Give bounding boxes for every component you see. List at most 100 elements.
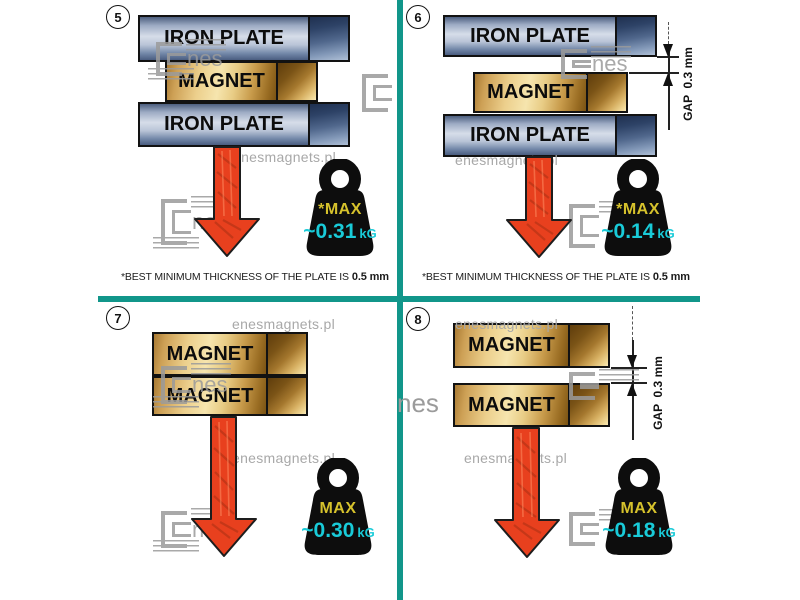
watermark-site-text: enesmagnets.pl — [233, 149, 337, 165]
panel8-extension-line-bottom — [611, 382, 647, 384]
panel6-iron-plate-bottom: IRON PLATE — [443, 114, 657, 157]
panel8-weight-value: ~0.18 kG — [593, 519, 685, 543]
panel6-iron-plate-top-body: IRON PLATE — [445, 17, 615, 55]
panel6-number: 6 — [414, 9, 422, 25]
panel5-iron-plate-bottom-body: IRON PLATE — [140, 104, 308, 145]
panel6-dim-arrow-up-icon — [663, 73, 673, 86]
enes-logo-text: nes — [192, 372, 228, 398]
panel6-down-arrow-icon — [506, 156, 572, 258]
enes-e-inner-icon — [580, 215, 599, 237]
enes-staff-lines — [191, 363, 231, 375]
enes-e-inner-icon — [172, 210, 191, 234]
panel7-force-value: ~0.30 — [301, 519, 355, 542]
panel7-magnet-top-cap — [266, 334, 306, 374]
enes-staff-lines — [153, 396, 199, 408]
panel5-iron-plate-top-body: IRON PLATE — [140, 17, 308, 60]
enes-staff-lines — [186, 39, 226, 51]
enes-e-inner-icon — [373, 85, 392, 101]
panel7-number-badge: 7 — [106, 306, 130, 330]
panel8-force-value: ~0.18 — [602, 519, 656, 542]
panel6-dim-arrow-down-icon — [663, 44, 673, 57]
panel7-down-arrow-icon — [191, 416, 257, 557]
panel6-force-value: ~0.14 — [601, 220, 655, 243]
enes-logo-watermark: nes — [561, 46, 631, 79]
panel6-iron-plate-bottom-body: IRON PLATE — [445, 116, 615, 155]
enes-logo-watermark: nes — [153, 363, 231, 408]
panel8-number: 8 — [414, 311, 422, 327]
panel5-iron-plate-bottom-cap — [308, 104, 348, 145]
panel6-max-label: *MAX — [616, 201, 660, 218]
enes-logo-watermark: nes — [148, 39, 226, 80]
enes-e-inner-icon — [172, 377, 191, 393]
enes-e-icon — [561, 49, 591, 79]
enes-logo-watermark-partial — [569, 509, 639, 546]
panel7-force-unit: kG — [357, 525, 375, 540]
panel6-iron-plate-bottom-cap — [615, 116, 655, 155]
watermark-site-text: enesmagnets.pl — [455, 316, 559, 332]
panel5-weight-value: ~0.31 kG — [294, 220, 386, 244]
enes-e-inner-icon — [580, 523, 599, 535]
enes-staff-lines — [153, 237, 199, 249]
magnet-label: MAGNET — [468, 393, 555, 416]
panel6-gap-label: GAP 0.3 mm — [681, 47, 695, 121]
enes-e-inner-icon — [572, 60, 591, 68]
horizontal-divider — [98, 296, 700, 302]
enes-e-icon — [362, 74, 392, 112]
panel5-iron-plate-top-cap — [308, 17, 348, 60]
panel5-footnote: *BEST MINIMUM THICKNESS OF THE PLATE IS 0… — [121, 271, 389, 283]
enes-logo-watermark-partial — [362, 74, 392, 112]
iron-plate-label: IRON PLATE — [470, 124, 590, 146]
panel5-iron-plate-bottom: IRON PLATE — [138, 102, 350, 147]
panel8-magnet-top-body: MAGNET — [455, 325, 568, 366]
enes-e-icon — [569, 204, 599, 248]
panel7-max-label: MAX — [319, 500, 357, 517]
panel7-magnet-bottom-cap — [266, 378, 306, 414]
magnet-label: MAGNET — [178, 70, 265, 92]
watermark-site-text: enesmagnets.pl — [232, 450, 336, 466]
panel6-weight-badge: *MAX ~0.14 kG — [592, 159, 684, 259]
watermark-site-text: enesmagnets.pl — [232, 316, 336, 332]
enes-logo-text: nes — [592, 51, 628, 77]
panel8-force-unit: kG — [658, 525, 676, 540]
panel5-number: 5 — [114, 9, 122, 25]
panel8-magnet-top-cap — [568, 325, 608, 366]
enes-e-inner-icon — [580, 383, 599, 389]
panel7-weight-badge: MAX ~0.30 kG — [292, 458, 384, 558]
panel8-magnet-top: MAGNET — [453, 323, 610, 368]
enes-staff-lines — [591, 46, 631, 58]
panel8-down-arrow-icon — [494, 427, 560, 558]
kettlebell-weight-icon — [306, 159, 374, 256]
panel5-force-unit: kG — [359, 226, 377, 241]
panel6-number-badge: 6 — [406, 5, 430, 29]
iron-plate-label: IRON PLATE — [470, 24, 590, 47]
kettlebell-weight-icon — [605, 458, 673, 555]
panel8-weight-badge: MAX ~0.18 kG — [593, 458, 685, 558]
panel5-weight-badge: *MAX ~0.31 kG — [294, 159, 386, 259]
panel5-footnote-bold: 0.5 mm — [351, 271, 389, 283]
panel6-weight-value: ~0.14 kG — [592, 220, 684, 244]
panel6-dimension-line — [668, 44, 670, 130]
enes-e-inner-icon — [167, 53, 186, 65]
magnet-label: MAGNET — [468, 334, 555, 356]
panel6-footnote-text: *BEST MINIMUM THICKNESS OF THE PLATE IS — [422, 271, 650, 283]
enes-e-icon — [569, 372, 599, 400]
enes-logo-text: nes — [187, 46, 223, 72]
panel5-max-label: *MAX — [318, 201, 362, 218]
kettlebell-weight-icon — [304, 458, 372, 555]
enes-staff-lines — [599, 369, 639, 381]
panel8-dim-arrow-down-icon — [627, 355, 637, 368]
kettlebell-weight-icon — [604, 159, 672, 256]
panel6-footnote-bold: 0.5 mm — [652, 271, 690, 283]
magnet-label: MAGNET — [487, 81, 574, 103]
panel8-magnet-bottom: MAGNET — [453, 383, 610, 427]
enes-staff-lines — [148, 68, 194, 80]
enes-logo-watermark-partial — [569, 369, 639, 400]
panel5-magnet-cap — [276, 63, 316, 100]
panel5-number-badge: 5 — [106, 5, 130, 29]
panel6-force-unit: kG — [657, 226, 675, 241]
panel8-gap-label: GAP 0.3 mm — [651, 356, 665, 430]
panel7-number: 7 — [114, 310, 122, 326]
iron-plate-label: IRON PLATE — [164, 113, 284, 135]
enes-e-icon — [569, 512, 599, 546]
